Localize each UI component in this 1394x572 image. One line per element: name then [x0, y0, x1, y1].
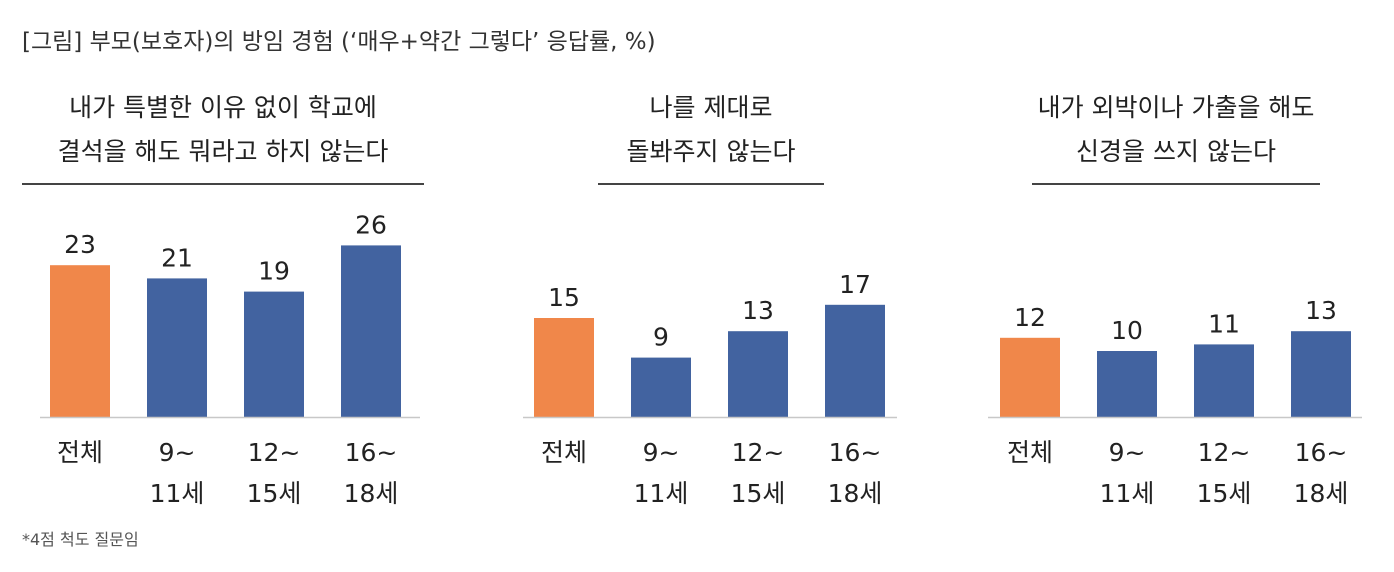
category-label: 11세 [150, 479, 205, 508]
bar [825, 304, 885, 417]
data-label: 17 [839, 270, 871, 299]
panel-title-rule [1032, 183, 1320, 185]
bar [341, 245, 401, 417]
bar [1097, 351, 1157, 417]
panel-title-line: 내가 외박이나 가출을 해도 [1037, 93, 1315, 122]
category-label: 9~ [643, 438, 680, 467]
panel-title-outing: 내가 외박이나 가출을 해도 신경을 쓰지 않는다 [1032, 86, 1320, 174]
data-label: 13 [742, 296, 774, 325]
category-label: 15세 [1197, 479, 1252, 508]
bar [1291, 331, 1351, 417]
panel-title-line: 돌봐주지 않는다 [626, 137, 796, 166]
category-label: 15세 [731, 479, 786, 508]
data-label: 15 [548, 283, 580, 312]
category-label: 전체 [57, 438, 103, 467]
bar [244, 291, 304, 417]
category-label: 18세 [1294, 479, 1349, 508]
panel-title-rule [598, 183, 824, 185]
data-label: 10 [1111, 316, 1143, 345]
data-label: 26 [355, 210, 387, 239]
bar [147, 278, 207, 417]
panel-title-absence: 내가 특별한 이유 없이 학교에 결석을 해도 뭐라고 하지 않는다 [22, 86, 424, 174]
data-label: 13 [1305, 296, 1337, 325]
bar [1194, 344, 1254, 417]
figure-title: [그림] 부모(보호자)의 방임 경험 (‘매우+약간 그렇다’ 응답률, %) [22, 29, 656, 55]
bar [631, 357, 691, 417]
panel-title-line: 내가 특별한 이유 없이 학교에 [69, 93, 377, 122]
category-label: 전체 [541, 438, 587, 467]
category-label: 12~ [1198, 438, 1251, 467]
data-label: 12 [1014, 303, 1046, 332]
category-label: 12~ [248, 438, 301, 467]
category-label: 전체 [1007, 438, 1053, 467]
category-label: 16~ [345, 438, 398, 467]
data-label: 23 [64, 230, 96, 259]
category-label: 16~ [829, 438, 882, 467]
footnote: *4점 척도 질문임 [22, 530, 139, 549]
category-label: 16~ [1295, 438, 1348, 467]
data-label: 9 [653, 323, 669, 352]
panel-title-line: 결석을 해도 뭐라고 하지 않는다 [57, 137, 389, 166]
data-label: 11 [1208, 309, 1240, 338]
bar [534, 318, 594, 417]
category-label: 9~ [1109, 438, 1146, 467]
category-label: 11세 [634, 479, 689, 508]
data-label: 21 [161, 243, 193, 272]
data-label: 19 [258, 257, 290, 286]
category-label: 11세 [1100, 479, 1155, 508]
category-label: 18세 [344, 479, 399, 508]
panel-title-line: 신경을 쓰지 않는다 [1076, 137, 1276, 166]
category-label: 15세 [247, 479, 302, 508]
bar [1000, 337, 1060, 417]
category-label: 9~ [159, 438, 196, 467]
panel-title-rule [22, 183, 424, 185]
panel-title-neglect-care: 나를 제대로 돌봐주지 않는다 [598, 86, 824, 174]
category-label: 12~ [732, 438, 785, 467]
bar [50, 265, 110, 417]
panel-title-line: 나를 제대로 [649, 93, 773, 122]
category-label: 18세 [828, 479, 883, 508]
bar [728, 331, 788, 417]
